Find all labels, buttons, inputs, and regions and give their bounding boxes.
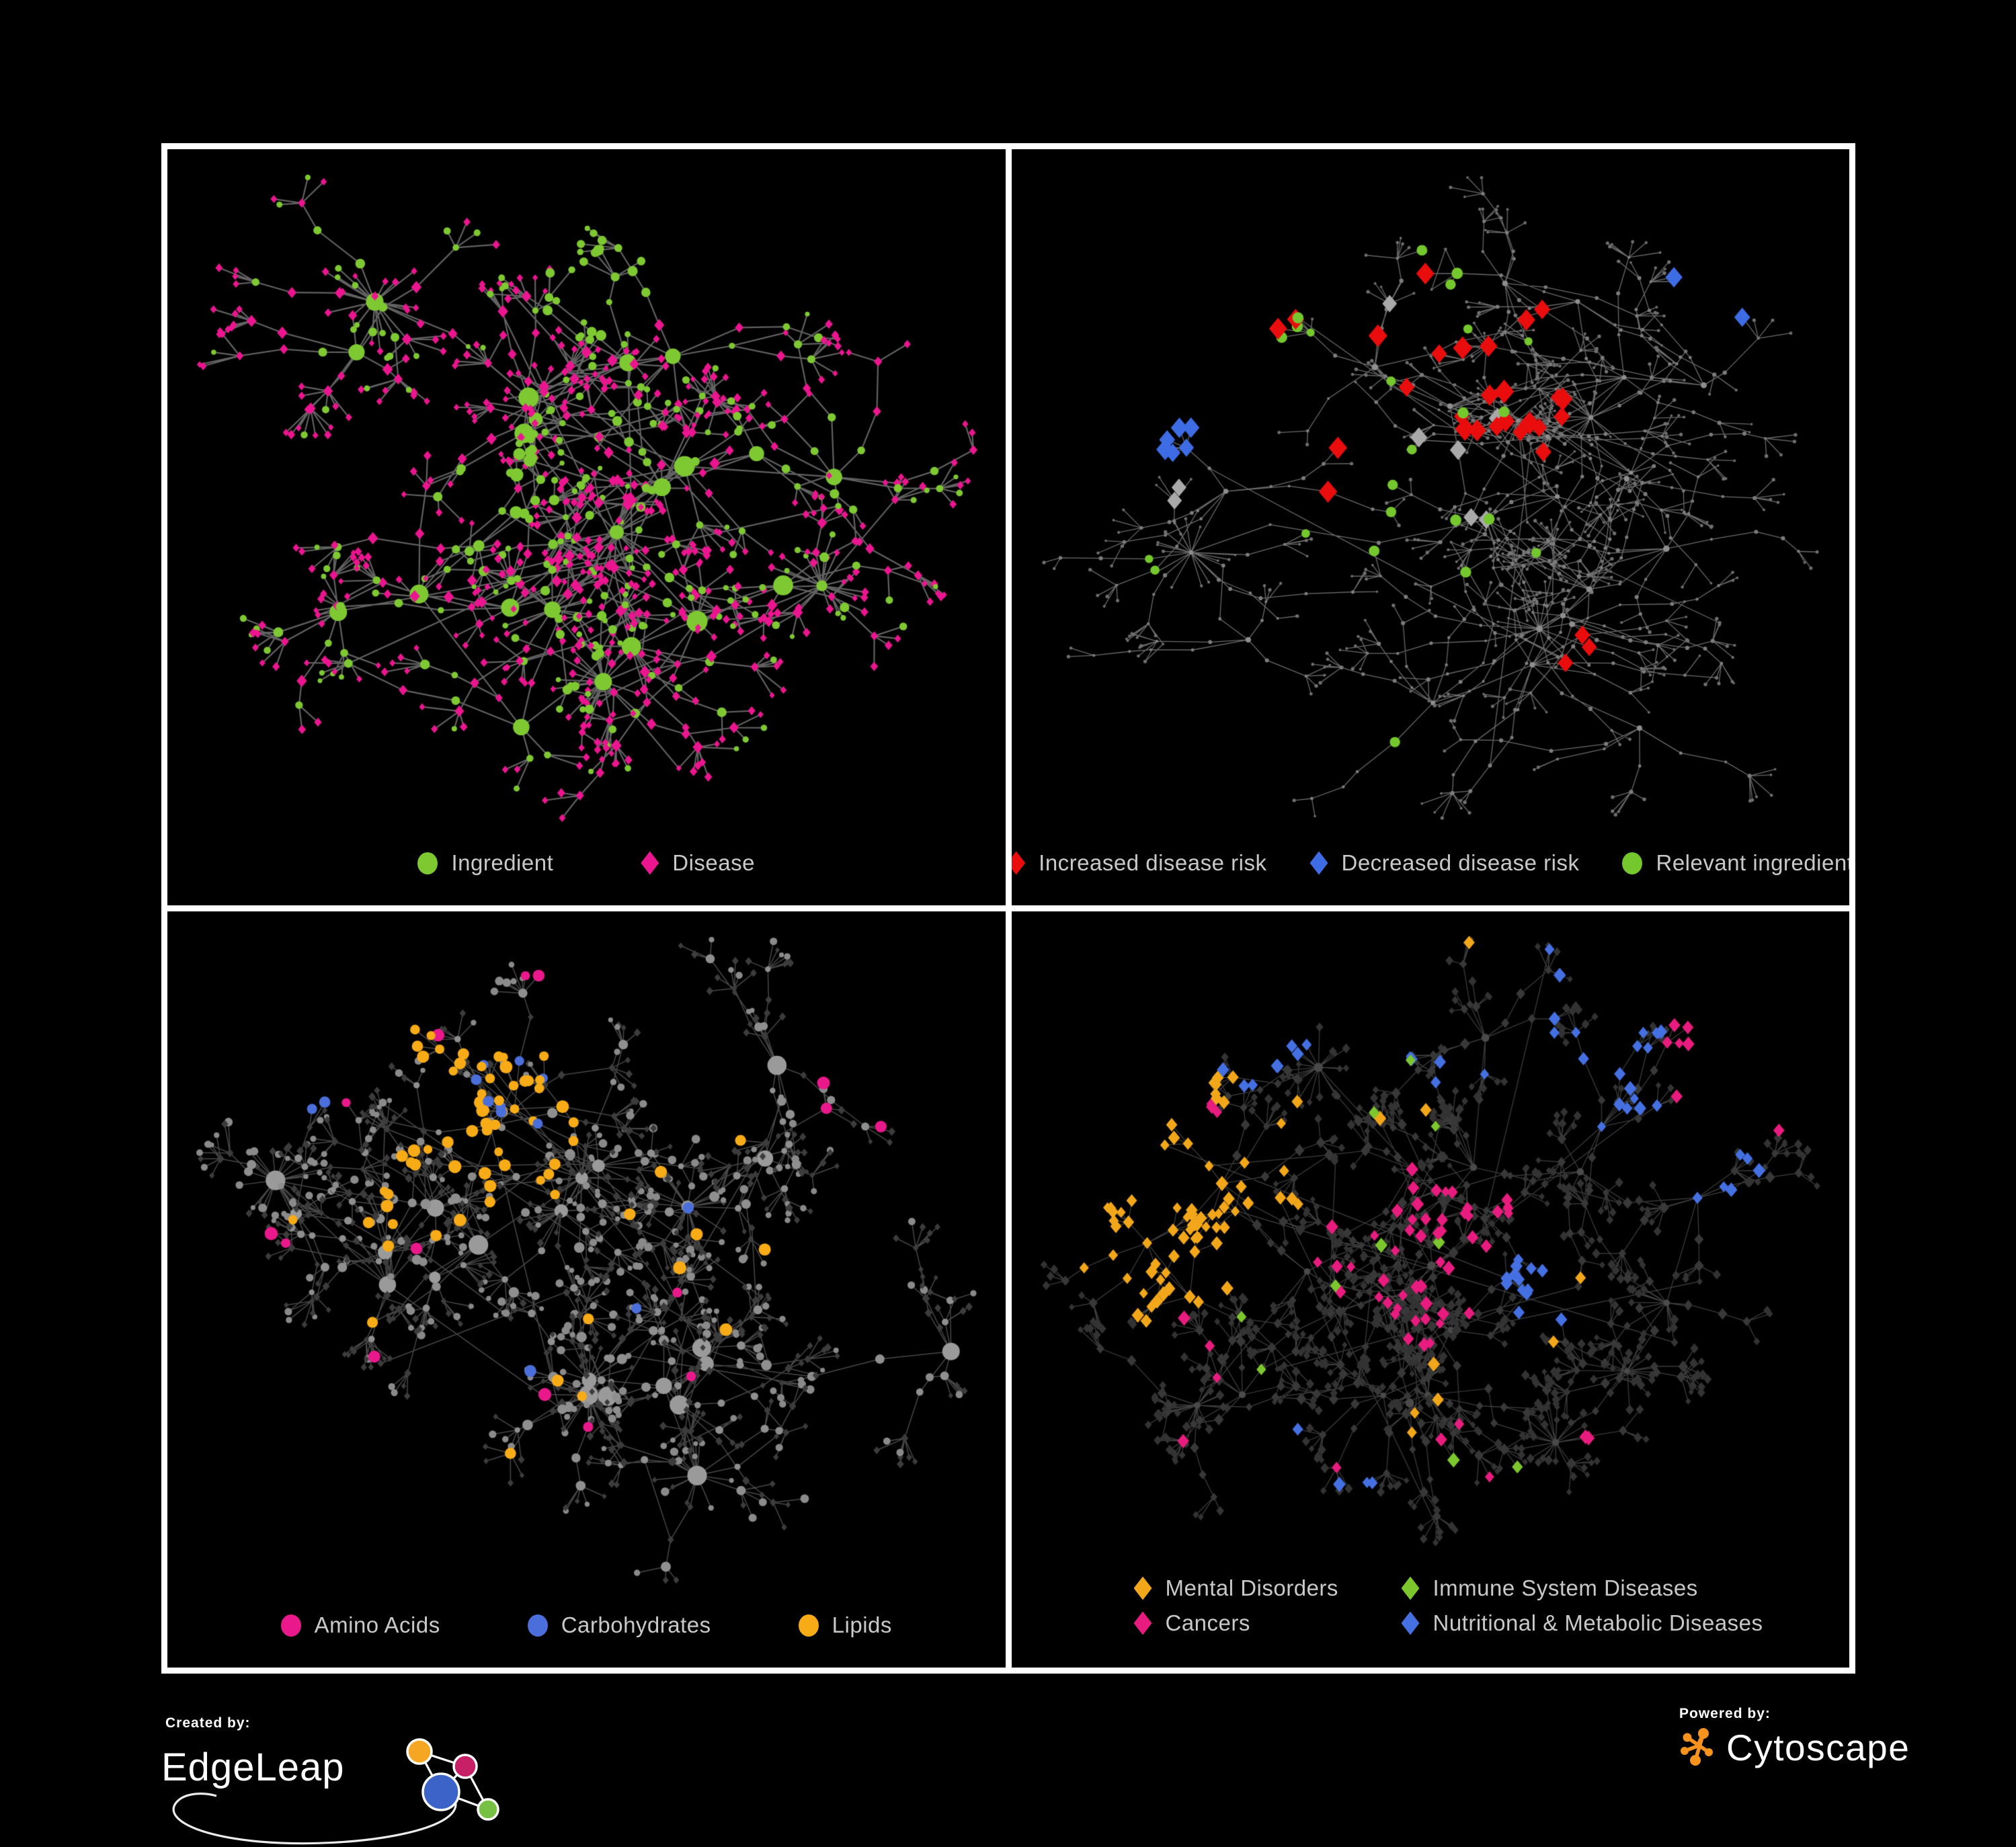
legend-item-ingredient: Ingredient	[417, 850, 553, 876]
legend-nutrient-classes: Amino Acids Carbohydrates Lipids	[167, 1608, 1006, 1668]
legend-label: Lipids	[832, 1612, 892, 1637]
immune-system-diseases-diamond-icon	[1401, 1576, 1420, 1600]
edgeleap-wordmark: EdgeLeap	[161, 1746, 345, 1789]
panel-nutrient-classes: Amino Acids Carbohydrates Lipids	[167, 911, 1006, 1668]
legend-item-disease: Disease	[641, 850, 755, 876]
cytoscape-attribution: Powered by: Cytoscape	[1679, 1706, 1988, 1793]
figure-grid: Ingredient Disease Increased disease ris…	[161, 143, 1855, 1674]
amino-acids-circle-icon	[280, 1614, 301, 1637]
legend-ingredient-disease: Ingredient Disease	[167, 846, 1006, 905]
legend-item-carbohydrates: Carbohydrates	[527, 1612, 711, 1638]
legend-item-lipids: Lipids	[798, 1612, 892, 1638]
cytoscape-wordmark: Cytoscape	[1726, 1727, 1910, 1768]
increased-risk-diamond-icon	[1011, 851, 1026, 875]
legend-label: Relevant ingredient	[1656, 850, 1849, 875]
powered-by-label: Powered by:	[1679, 1706, 1771, 1721]
nutritional-metabolic-diseases-diamond-icon	[1401, 1611, 1420, 1635]
legend-label: Immune System Diseases	[1433, 1575, 1698, 1600]
legend-item-immune-system-diseases: Immune System Diseases	[1401, 1575, 1850, 1601]
panel-ingredient-disease: Ingredient Disease	[167, 149, 1006, 905]
network-graph-disease-classes	[1011, 911, 1849, 1571]
legend-label: Nutritional & Metabolic Diseases	[1433, 1610, 1763, 1635]
network-graph-ingredient-disease	[167, 149, 1006, 846]
cancers-diamond-icon	[1133, 1611, 1152, 1635]
ingredient-circle-icon	[417, 852, 438, 874]
decreased-risk-diamond-icon	[1309, 851, 1328, 875]
created-by-label: Created by:	[165, 1715, 251, 1731]
edgeleap-attribution: Created by: EdgeLeap	[161, 1715, 538, 1845]
relevant-ingredient-circle-icon	[1622, 852, 1643, 874]
legend-item-relevant-ingredient: Relevant ingredient	[1622, 850, 1849, 876]
legend-disease-classes: Mental Disorders Immune System Diseases …	[1012, 1571, 1850, 1668]
legend-label: Decreased disease risk	[1341, 850, 1580, 875]
lipids-circle-icon	[798, 1614, 819, 1637]
legend-item-nutritional-metabolic-diseases: Nutritional & Metabolic Diseases	[1401, 1610, 1850, 1636]
network-graph-disease-risk	[1011, 149, 1849, 846]
edgeleap-logo: EdgeLeap	[161, 1731, 538, 1845]
legend-item-cancers: Cancers	[1133, 1610, 1402, 1636]
legend-disease-risk: Increased disease risk Decreased disease…	[1011, 846, 1849, 905]
mental-disorders-diamond-icon	[1133, 1576, 1152, 1600]
legend-label: Carbohydrates	[561, 1612, 711, 1637]
legend-label: Mental Disorders	[1165, 1575, 1338, 1600]
legend-item-increased-risk: Increased disease risk	[1011, 850, 1267, 876]
legend-label: Increased disease risk	[1039, 850, 1267, 875]
network-graph-nutrient-classes	[167, 911, 1006, 1608]
legend-label: Disease	[672, 850, 755, 875]
legend-label: Amino Acids	[314, 1612, 440, 1637]
legend-item-decreased-risk: Decreased disease risk	[1309, 850, 1579, 876]
legend-item-mental-disorders: Mental Disorders	[1133, 1575, 1402, 1601]
carbohydrates-circle-icon	[527, 1614, 548, 1637]
legend-item-amino-acids: Amino Acids	[280, 1612, 440, 1638]
disease-diamond-icon	[641, 851, 659, 875]
legend-label: Cancers	[1165, 1610, 1250, 1635]
panel-disease-risk: Increased disease risk Decreased disease…	[1011, 149, 1849, 905]
panel-disease-classes: Mental Disorders Immune System Diseases …	[1011, 911, 1850, 1668]
cytoscape-logo-icon	[1681, 1728, 1713, 1766]
legend-label: Ingredient	[451, 850, 554, 875]
